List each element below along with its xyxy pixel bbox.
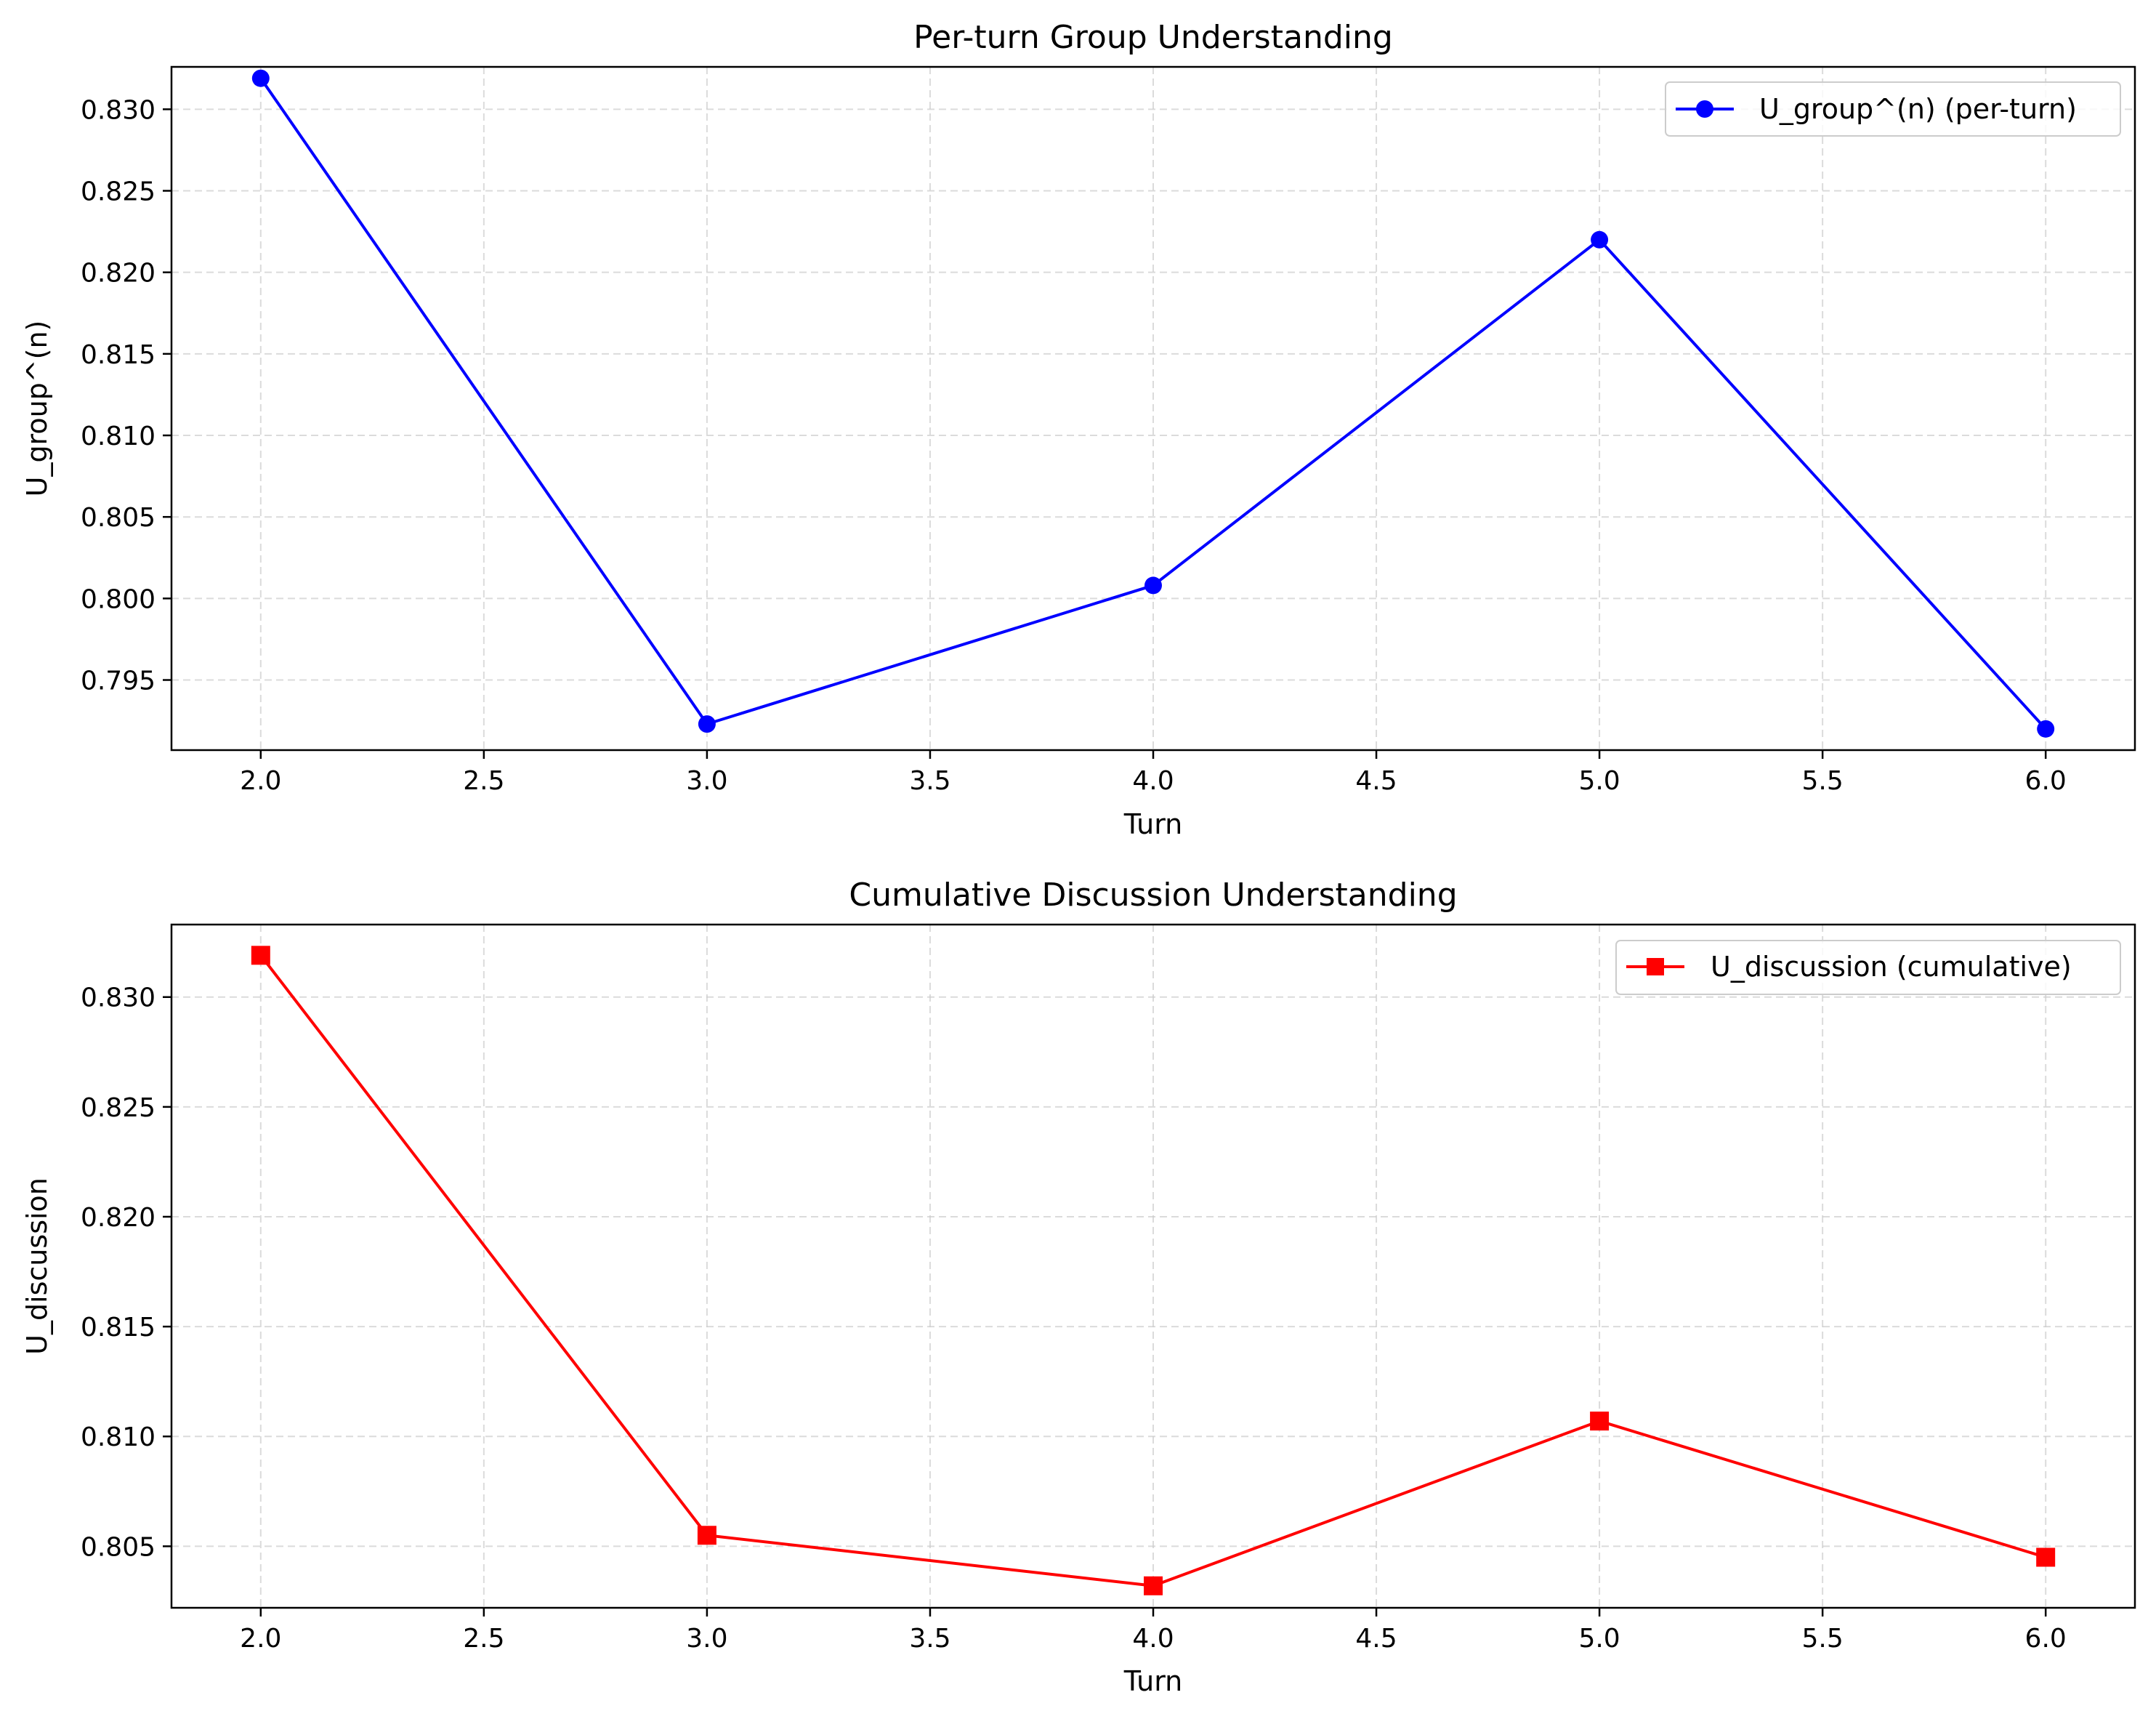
y-tick-label: 0.795 [81, 667, 156, 696]
x-tick-label: 5.5 [1802, 1624, 1844, 1654]
x-tick-label: 2.5 [463, 1624, 504, 1654]
x-tick-label: 5.0 [1578, 1624, 1620, 1654]
y-tick-label: 0.805 [81, 1532, 156, 1562]
legend-label: U_group^(n) (per-turn) [1759, 93, 2077, 125]
legend: U_discussion (cumulative) [1615, 940, 2121, 995]
y-tick-label: 0.825 [81, 177, 156, 207]
data-point [1144, 1576, 1163, 1595]
data-point [251, 69, 270, 87]
data-point [697, 1526, 716, 1545]
y-tick-label: 0.805 [81, 503, 156, 533]
chart-panel-cumulative: Cumulative Discussion Understanding 2.0 2… [21, 877, 2136, 1697]
legend-box [1665, 81, 2121, 137]
y-tick-label: 0.810 [81, 422, 156, 451]
x-tick-label: 2.0 [240, 766, 281, 796]
grid [171, 925, 2135, 1608]
y-tick-label: 0.810 [81, 1422, 156, 1452]
legend-marker [1647, 958, 1664, 975]
x-tick-label: 6.0 [2025, 1624, 2067, 1654]
x-tick-label: 5.0 [1578, 766, 1620, 796]
chart-title: Cumulative Discussion Understanding [849, 877, 1457, 914]
y-tick-label: 0.820 [81, 1203, 156, 1233]
x-tick-label: 3.0 [686, 766, 727, 796]
y-tick-label: 0.830 [81, 983, 156, 1013]
legend: U_group^(n) (per-turn) [1665, 81, 2121, 137]
chart-panel-per-turn: Per-turn Group Understanding 2.0 2.5 3.0 3.… [21, 19, 2136, 840]
y-tick-label: 0.825 [81, 1093, 156, 1123]
x-tick-label: 2.0 [240, 1624, 281, 1654]
y-axis-label: U_discussion [21, 1177, 53, 1355]
data-point [1591, 230, 1609, 249]
x-tick-label: 3.5 [909, 766, 950, 796]
data-point [698, 715, 716, 733]
y-tick-label: 0.800 [81, 584, 156, 614]
chart-title: Per-turn Group Understanding [913, 19, 1393, 56]
y-tick-label: 0.830 [81, 95, 156, 125]
y-tick-label: 0.820 [81, 259, 156, 289]
x-tick-label: 3.0 [686, 1624, 727, 1654]
x-tick-label: 5.5 [1802, 766, 1844, 796]
x-tick-label: 4.0 [1132, 1624, 1174, 1654]
x-tick-label: 4.5 [1355, 1624, 1397, 1654]
data-point [2037, 720, 2055, 738]
y-axis-label: U_group^(n) [21, 321, 53, 497]
data-point [1590, 1412, 1610, 1431]
series-layer [251, 946, 2056, 1595]
grid [171, 67, 2135, 750]
tick-layer: 2.0 2.5 3.0 3.5 4.0 4.5 5.0 5.5 6.0 0.795 0.800 0.8… [81, 95, 2067, 796]
x-tick-label: 3.5 [909, 1624, 950, 1654]
x-tick-label: 4.5 [1355, 766, 1397, 796]
legend-marker [1696, 100, 1713, 118]
tick-layer: 2.0 2.5 3.0 3.5 4.0 4.5 5.0 5.5 6.0 0.805 0.810 0.8… [81, 983, 2067, 1654]
series-layer [251, 69, 2055, 738]
data-point [1144, 576, 1162, 595]
legend-label: U_discussion (cumulative) [1711, 951, 2072, 983]
data-point [251, 946, 270, 965]
data-point [2036, 1547, 2056, 1567]
y-tick-label: 0.815 [81, 340, 156, 370]
legend-box [1615, 940, 2121, 995]
x-tick-label: 6.0 [2025, 766, 2067, 796]
x-tick-label: 2.5 [463, 766, 504, 796]
x-axis-label: Turn [1123, 808, 1183, 840]
y-tick-label: 0.815 [81, 1313, 156, 1342]
x-tick-label: 4.0 [1132, 766, 1174, 796]
x-axis-label: Turn [1123, 1665, 1183, 1697]
